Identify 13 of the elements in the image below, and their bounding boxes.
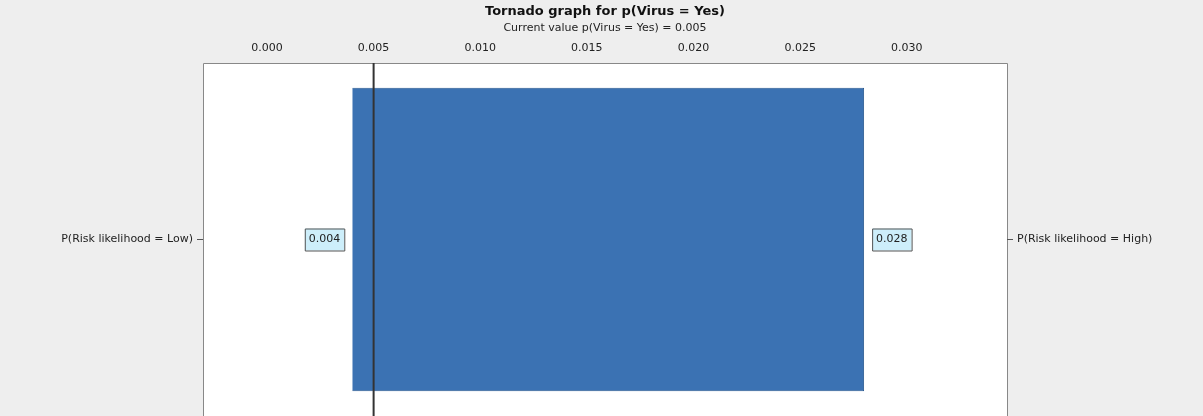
x-tick-label: 0.000: [251, 41, 283, 55]
text: P(Risk likelihood = Low): [61, 232, 193, 246]
x-tick-label: 0.020: [677, 41, 710, 55]
annotation: 0.028: [876, 232, 908, 246]
x-tick-label: 0.030: [891, 41, 923, 55]
text: P(Risk likelihood = High): [1017, 232, 1153, 246]
x-tick-label: 0.015: [571, 41, 603, 55]
x-tick-label: 0.005: [357, 41, 390, 55]
x-tick-label: 0.010: [464, 41, 496, 55]
x-tick-label: 0.025: [784, 41, 816, 55]
chart-subtitle: Current value p(Virus = Yes) = 0.005: [503, 21, 707, 35]
annotation: 0.004: [308, 232, 341, 246]
chart-title: Tornado graph for p(Virus = Yes): [485, 3, 725, 19]
